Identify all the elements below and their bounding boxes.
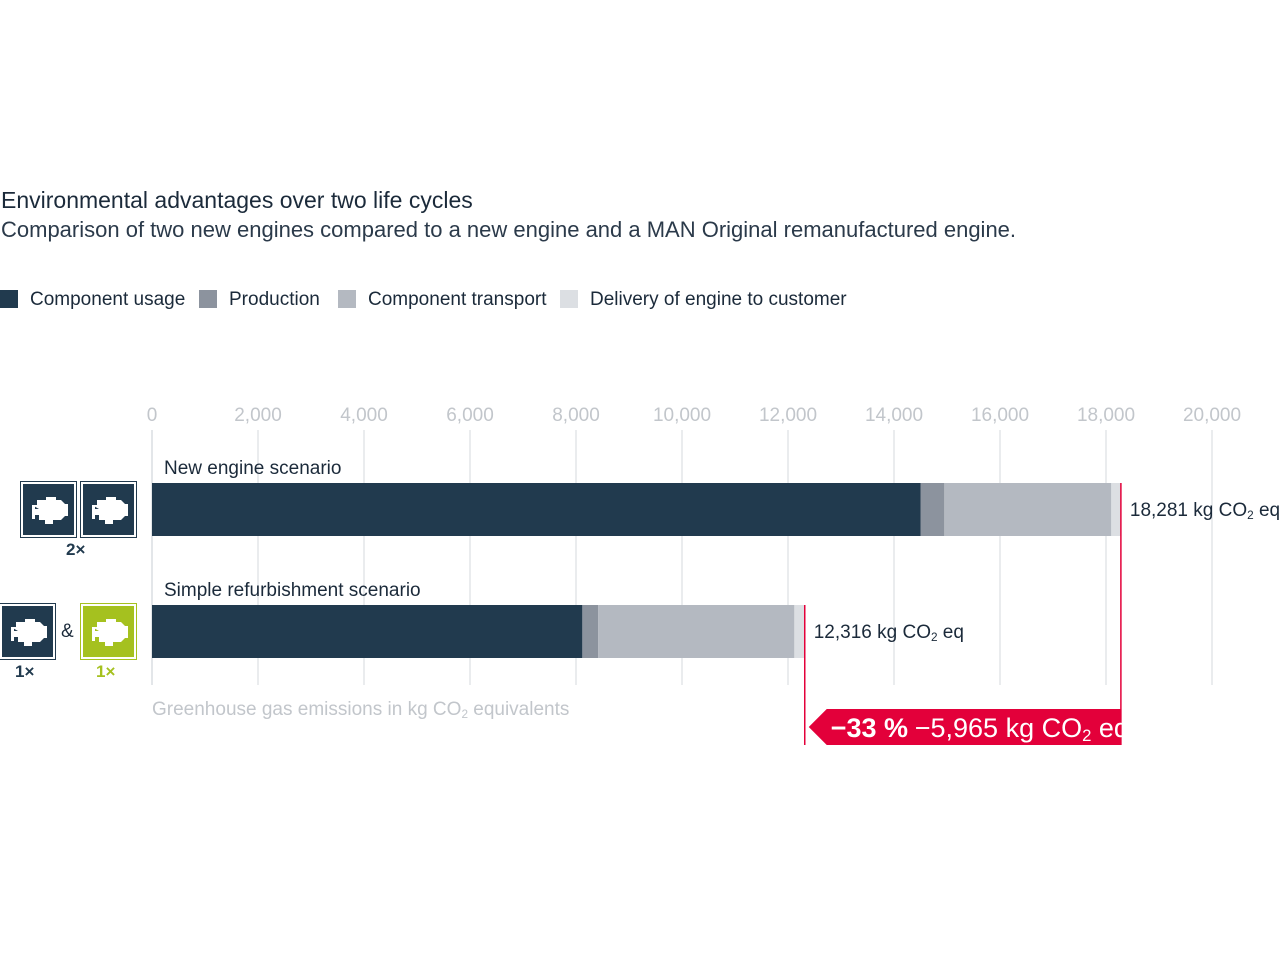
x-tick-label: 10,000: [653, 405, 711, 426]
legend-item-component-transport: Component transport: [338, 288, 547, 312]
legend-label-production: Production: [229, 289, 320, 310]
x-axis-title: Greenhouse gas emissions in kg CO2 equiv…: [152, 699, 569, 721]
difference-percent: −33 %: [831, 713, 908, 743]
bar-segment: [152, 483, 921, 536]
legend-swatch-delivery: [560, 290, 578, 308]
legend-swatch-component-transport: [338, 290, 356, 308]
x-tick-label: 16,000: [971, 405, 1029, 426]
legend-swatch-production: [199, 290, 217, 308]
remanufactured-engine-icon: [80, 603, 137, 660]
x-tick-label: 2,000: [234, 405, 282, 426]
x-tick-label: 8,000: [552, 405, 600, 426]
difference-value: −5,965 kg CO2 eq: [915, 713, 1129, 745]
legend-label-component-transport: Component transport: [368, 289, 547, 310]
bar-segment: [944, 483, 1112, 536]
x-tick-label: 14,000: [865, 405, 923, 426]
x-tick-label: 12,000: [759, 405, 817, 426]
bar-segment: [794, 605, 805, 658]
category-label: Simple refurbishment scenario: [164, 580, 421, 601]
refurb-reman-multiplier: 1×: [96, 662, 116, 681]
x-tick-label: 0: [147, 405, 158, 426]
refurb-new-multiplier: 1×: [15, 662, 35, 681]
x-tick-label: 6,000: [446, 405, 494, 426]
bar-segment: [598, 605, 795, 658]
x-tick-label: 4,000: [340, 405, 388, 426]
icon-joiner: &: [61, 621, 74, 642]
difference-callout: [808, 709, 1121, 745]
new-scenario-multiplier: 2×: [66, 540, 86, 559]
total-label: 12,316 kg CO2 eq: [814, 622, 964, 644]
x-tick-label: 18,000: [1077, 405, 1135, 426]
legend-item-delivery: Delivery of engine to customer: [560, 288, 847, 312]
engine-icon: [80, 481, 137, 538]
bar-segment: [152, 605, 583, 658]
legend-item-component-usage: Component usage: [0, 288, 185, 312]
total-label: 18,281 kg CO2 eq: [1130, 500, 1280, 522]
legend-label-delivery: Delivery of engine to customer: [590, 289, 847, 310]
category-label: New engine scenario: [164, 458, 341, 479]
bar-segment: [582, 605, 599, 658]
chart-title: Environmental advantages over two life c…: [1, 187, 473, 213]
bar-segment: [920, 483, 945, 536]
legend-label-component-usage: Component usage: [30, 289, 186, 310]
engine-icon: [0, 603, 56, 660]
legend-swatch-component-usage: [0, 290, 18, 308]
bar-segment: [1111, 483, 1121, 536]
engine-icon: [20, 481, 77, 538]
chart-subtitle: Comparison of two new engines compared t…: [1, 217, 1017, 242]
legend-item-production: Production: [199, 288, 320, 312]
x-tick-label: 20,000: [1183, 405, 1241, 426]
